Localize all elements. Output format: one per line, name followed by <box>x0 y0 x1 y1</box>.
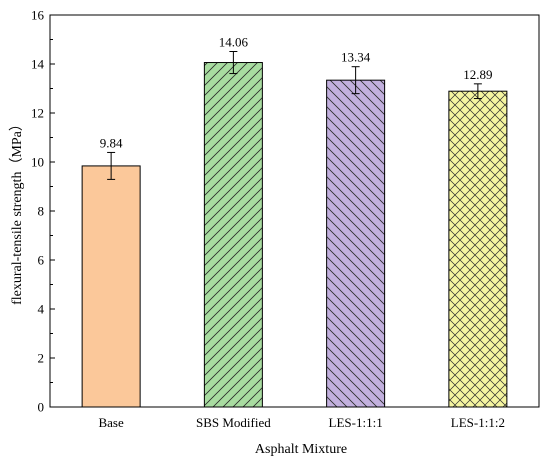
data-label-3: 12.89 <box>463 67 492 82</box>
x-tick-label-1: SBS Modified <box>196 415 271 430</box>
y-tick-label: 0 <box>38 400 45 415</box>
x-axis-title: Asphalt Mixture <box>255 442 347 457</box>
y-tick-label: 8 <box>38 204 45 219</box>
x-tick-label-3: LES-1:1:2 <box>451 415 505 430</box>
bar-1-hatch <box>204 62 263 407</box>
y-tick-label: 16 <box>31 8 45 23</box>
y-tick-label: 2 <box>38 351 45 366</box>
y-tick-label: 4 <box>38 302 45 317</box>
y-tick-label: 12 <box>31 106 44 121</box>
bars: 9.84 14.06 13.34 12.89 <box>81 35 508 408</box>
data-label-0: 9.84 <box>100 135 123 150</box>
bar-0-fill <box>82 165 141 407</box>
x-tick-label-0: Base <box>98 415 124 430</box>
y-tick-label: 6 <box>38 253 45 268</box>
y-tick-label: 14 <box>31 57 45 72</box>
data-label-1: 14.06 <box>219 35 249 50</box>
y-axis: 0 2 4 6 8 10 12 14 16 <box>31 8 55 415</box>
bar-3-hatch <box>448 91 507 407</box>
data-label-2: 13.34 <box>341 50 371 65</box>
y-tick-label: 10 <box>31 155 44 170</box>
x-tick-label-2: LES-1:1:1 <box>329 415 383 430</box>
y-axis-title: flexural-tensile strength（MPa） <box>9 117 25 305</box>
bar-2-hatch <box>326 80 385 408</box>
x-axis: Base SBS Modified LES-1:1:1 LES-1:1:2 <box>98 402 505 430</box>
